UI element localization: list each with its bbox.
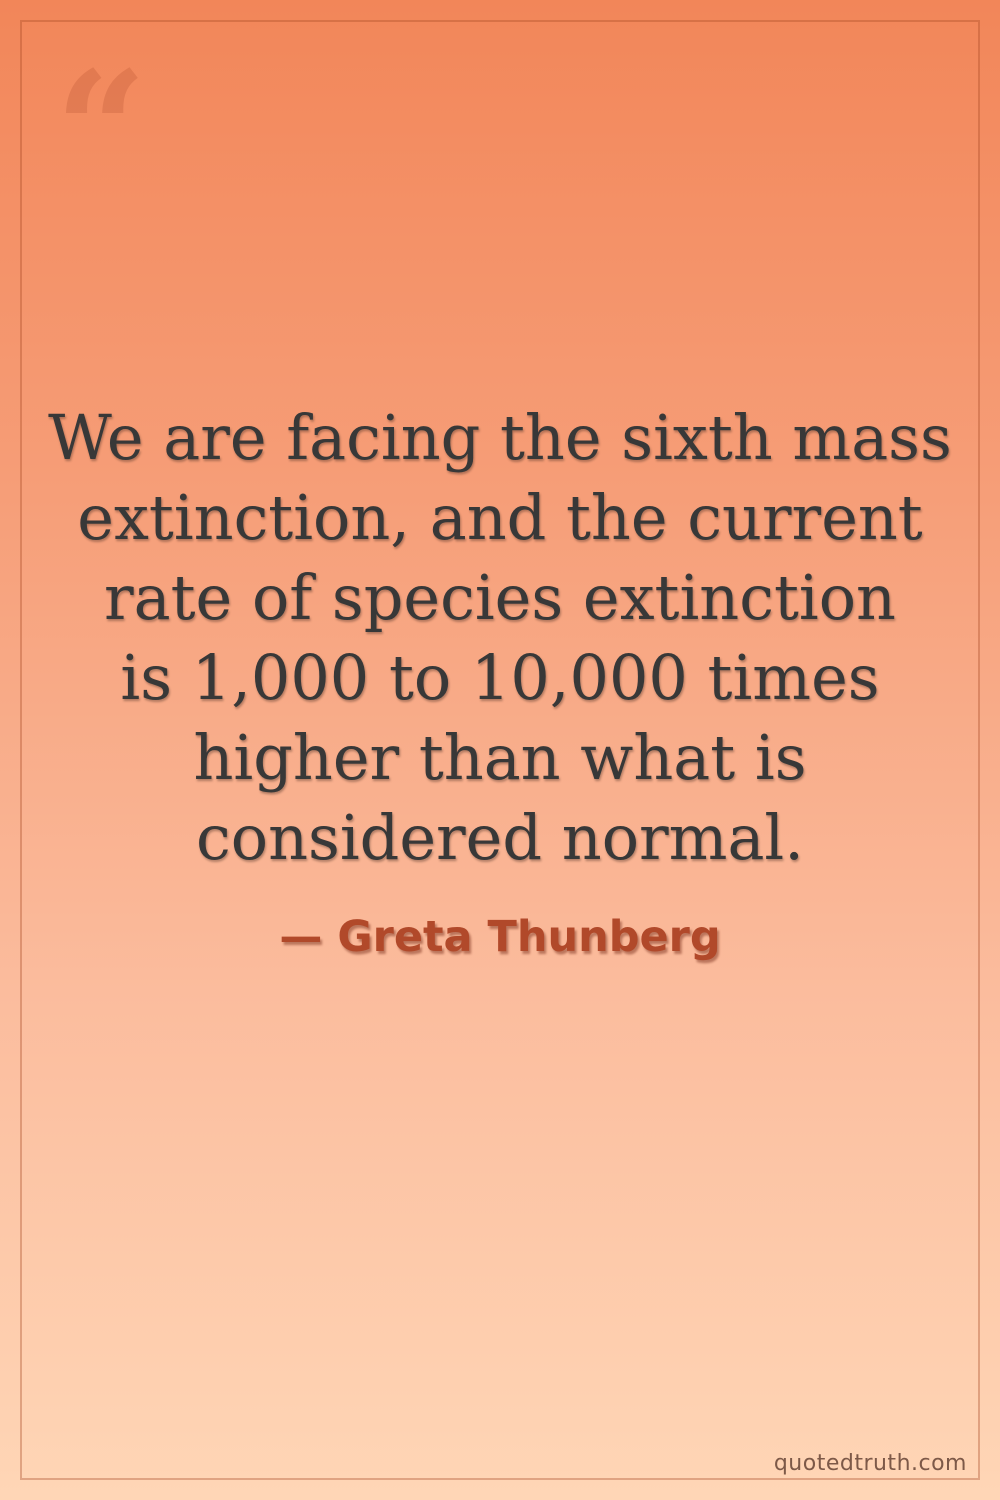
quote-line: considered normal. [196,801,804,874]
watermark: quotedtruth.com [773,1451,967,1476]
quote-line: higher than what is [193,721,807,794]
quote-line: rate of species extinction [104,561,896,634]
open-quote-icon: “ [55,36,148,224]
quote-line: extinction, and the current [77,481,923,554]
quote-line: is 1,000 to 10,000 times [120,641,880,714]
quote-line: We are facing the sixth mass [48,401,952,474]
author-attribution: — Greta Thunberg [279,912,721,962]
quote-text: We are facing the sixth mass extinction,… [0,398,1000,878]
